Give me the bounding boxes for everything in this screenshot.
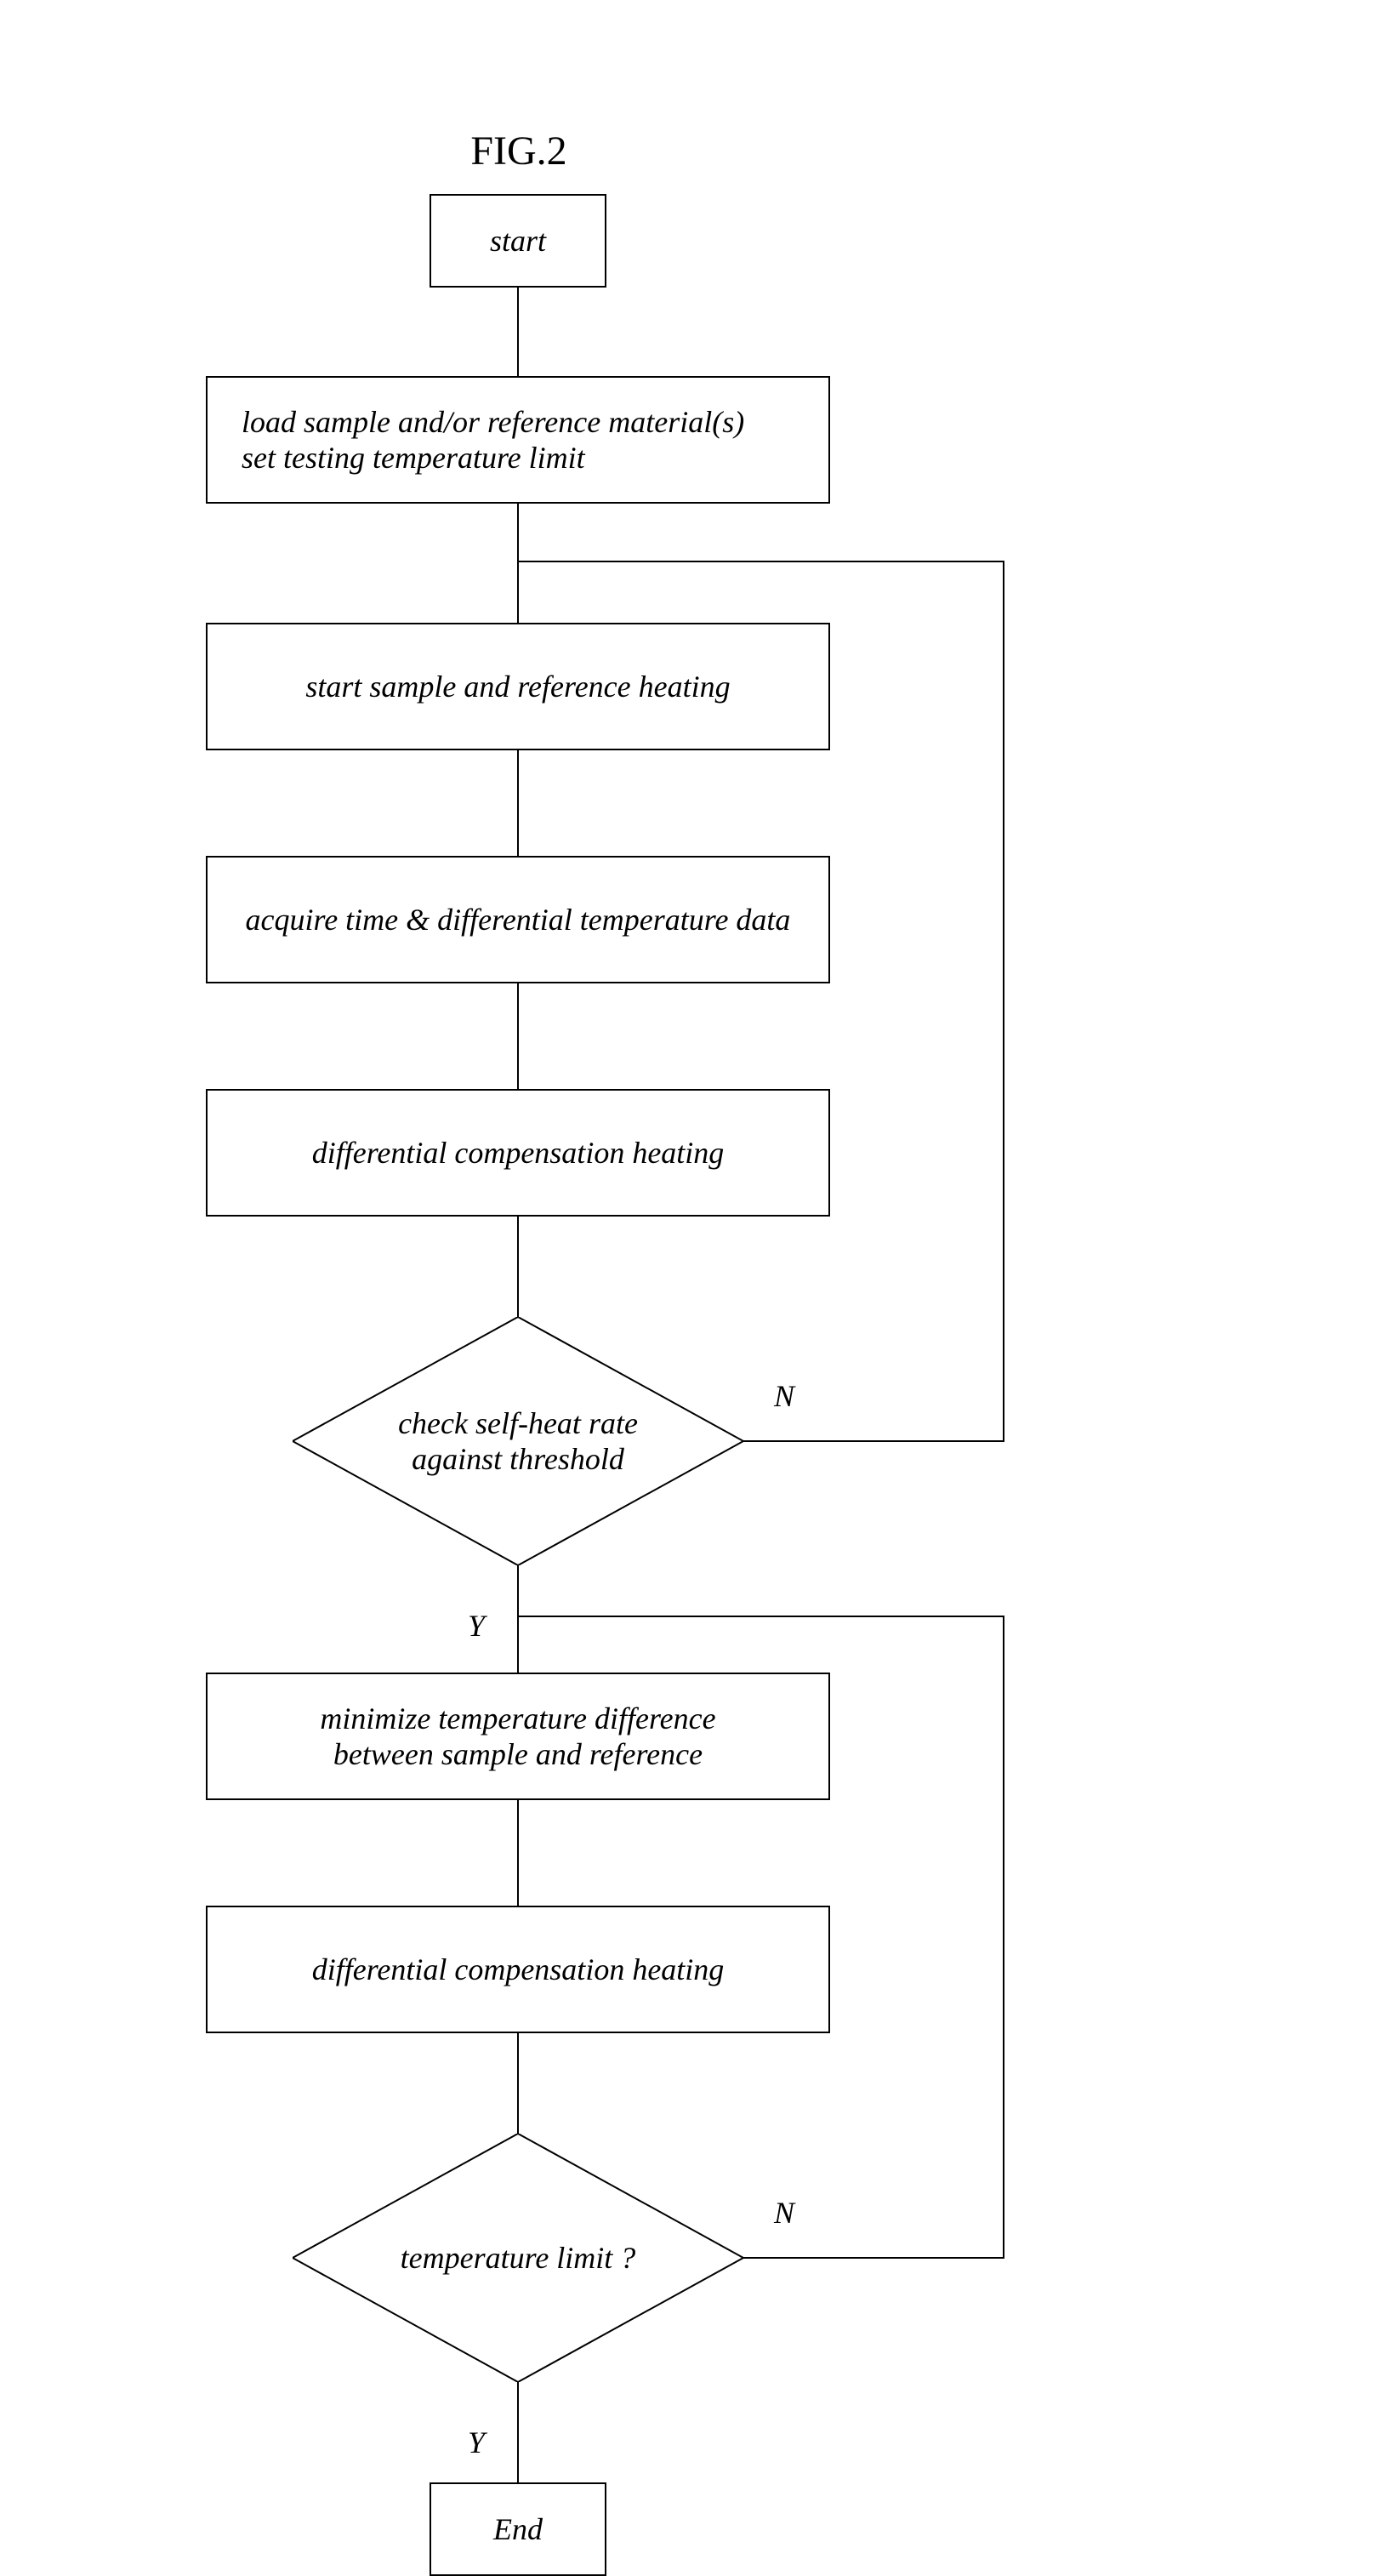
node-acquire-label: acquire time & differential temperature … [246, 902, 791, 938]
node-end-label: End [493, 2511, 543, 2547]
label-check-y: Y [468, 1608, 485, 1644]
flowchart-canvas: FIG.2 start [0, 0, 1377, 2496]
node-minimize: minimize temperature difference between … [206, 1673, 830, 1800]
node-check-label-line1: check self-heat rate [398, 1405, 638, 1441]
node-diffcomp2-label: differential compensation heating [312, 1952, 725, 1987]
connectors-layer [0, 0, 1377, 2496]
node-acquire: acquire time & differential temperature … [206, 856, 830, 983]
label-templimit-y: Y [468, 2425, 485, 2460]
label-check-n: N [774, 1378, 794, 1414]
node-check-label-line2: against threshold [398, 1441, 638, 1477]
node-diffcomp2: differential compensation heating [206, 1906, 830, 2033]
node-load: load sample and/or reference material(s)… [206, 376, 830, 504]
node-heat-label: start sample and reference heating [305, 669, 730, 704]
node-check: check self-heat rate against threshold [293, 1317, 743, 1565]
node-heat: start sample and reference heating [206, 623, 830, 750]
node-templimit-label: temperature limit ? [401, 2240, 636, 2276]
node-end: End [430, 2482, 606, 2576]
node-start-label: start [490, 223, 546, 259]
node-start: start [430, 194, 606, 288]
label-check-y-text: Y [468, 1609, 485, 1643]
label-templimit-y-text: Y [468, 2425, 485, 2459]
figure-title-text: FIG.2 [470, 128, 566, 174]
label-check-n-text: N [774, 1379, 794, 1413]
node-templimit: temperature limit ? [293, 2134, 743, 2382]
node-load-label-line2: set testing temperature limit [242, 440, 744, 476]
node-load-label-line1: load sample and/or reference material(s) [242, 404, 744, 440]
node-diffcomp1-label: differential compensation heating [312, 1135, 725, 1171]
label-templimit-n: N [774, 2195, 794, 2231]
label-templimit-n-text: N [774, 2196, 794, 2230]
node-minimize-label-line1: minimize temperature difference [320, 1701, 715, 1736]
node-diffcomp1: differential compensation heating [206, 1089, 830, 1217]
node-minimize-label-line2: between sample and reference [320, 1736, 715, 1772]
figure-title: FIG.2 [400, 128, 638, 174]
